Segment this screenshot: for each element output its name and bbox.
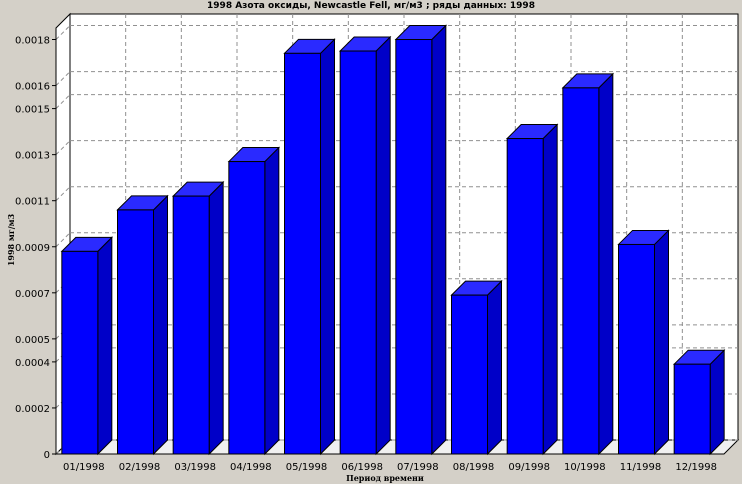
x-tick-label: 07/1998 (397, 462, 439, 473)
y-tick-label: 0.0013 (15, 151, 50, 162)
x-tick-label: 04/1998 (230, 462, 272, 473)
bar-side (264, 146, 280, 456)
bar-front (61, 250, 99, 455)
grid-line-diagonal (55, 186, 71, 202)
bar-front (284, 52, 321, 455)
y-tick-label: 0.0005 (15, 335, 50, 346)
x-tick-label: 01/1998 (63, 462, 105, 473)
grid-line-diagonal (55, 140, 71, 156)
bar-front (506, 138, 544, 455)
grid-line-diagonal (55, 25, 71, 40)
x-axis-label: Период времени (346, 473, 424, 483)
x-tick-label: 08/1998 (453, 462, 495, 473)
x-tick-label: 09/1998 (508, 462, 550, 473)
y-axis-label: 1998 мг/м3 (6, 213, 16, 266)
y-tick-label: 0 (44, 450, 50, 461)
bar (617, 229, 670, 456)
chart-title: 1998 Азота оксиды, Newcastle Fell, мг/м3… (207, 1, 535, 11)
bar (505, 123, 559, 456)
bar (60, 236, 114, 456)
bar (394, 24, 448, 456)
bar (227, 146, 281, 456)
bar-front (618, 243, 655, 455)
y-tick-label: 0.0002 (15, 404, 50, 415)
bar (338, 35, 392, 456)
x-tick-label: 02/1998 (119, 462, 161, 473)
bar-front (451, 294, 488, 455)
bar (116, 194, 169, 456)
y-tick-label: 0.0015 (15, 105, 50, 116)
bar (171, 180, 225, 456)
bar-front (172, 195, 210, 455)
bar (450, 279, 503, 456)
bar-side (709, 348, 725, 456)
bar-side (208, 180, 224, 456)
x-tick-label: 05/1998 (286, 462, 328, 473)
bar (283, 38, 336, 456)
bar-side (431, 24, 447, 456)
x-tick-label: 10/1998 (564, 462, 606, 473)
x-tick-label: 11/1998 (620, 462, 662, 473)
grid-line-diagonal (55, 94, 71, 109)
bar-front (673, 363, 711, 455)
bar-side (153, 194, 168, 456)
bar-front (395, 39, 433, 455)
bar-side (598, 72, 614, 456)
x-tick-label: 03/1998 (174, 462, 216, 473)
bar-side (654, 229, 669, 456)
bar-front (562, 87, 600, 455)
y-tick-label: 0.0007 (15, 289, 50, 300)
y-axis: 0 0.0002 0.0004 0.0005 0.0007 0.0009 0.0011 0.0… (15, 28, 57, 461)
bar-side (97, 236, 113, 456)
bar (561, 72, 615, 456)
bar-front (339, 50, 377, 455)
y-tick-label: 0.0004 (15, 358, 50, 369)
x-tick-label: 12/1998 (675, 462, 717, 473)
bar-front (228, 161, 266, 455)
grid-line-diagonal (55, 232, 71, 248)
bar-front (117, 209, 154, 455)
y-tick-label: 0.0011 (15, 197, 50, 208)
y-tick-label: 0.0009 (15, 243, 50, 254)
bar-side (542, 123, 558, 456)
x-tick-label: 06/1998 (341, 462, 383, 473)
grid-line-diagonal (55, 71, 71, 86)
bar-side (320, 38, 335, 456)
y-tick-label: 0.0018 (15, 36, 50, 47)
y-tick-label: 0.0016 (15, 82, 50, 93)
bar (672, 348, 726, 456)
bar-side (487, 279, 502, 456)
x-axis: 01/1998 02/1998 03/1998 04/1998 05/1998 06/19… (56, 453, 724, 473)
bar-side (375, 35, 391, 456)
